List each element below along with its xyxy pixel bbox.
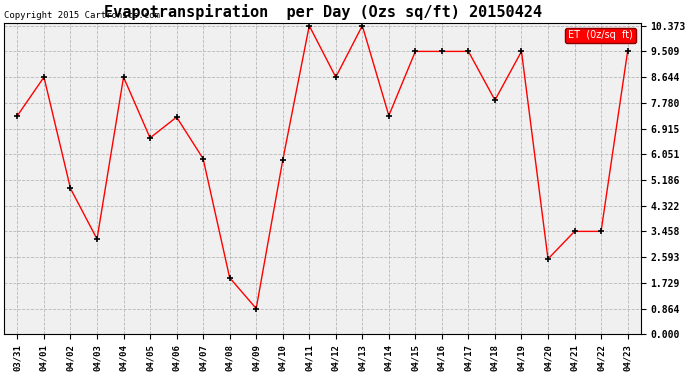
Text: Copyright 2015 Cartronics.com: Copyright 2015 Cartronics.com [4, 10, 160, 20]
Title: Evapotranspiration  per Day (Ozs sq/ft) 20150424: Evapotranspiration per Day (Ozs sq/ft) 2… [104, 4, 542, 20]
Legend: ET  (0z/sq  ft): ET (0z/sq ft) [565, 28, 636, 44]
